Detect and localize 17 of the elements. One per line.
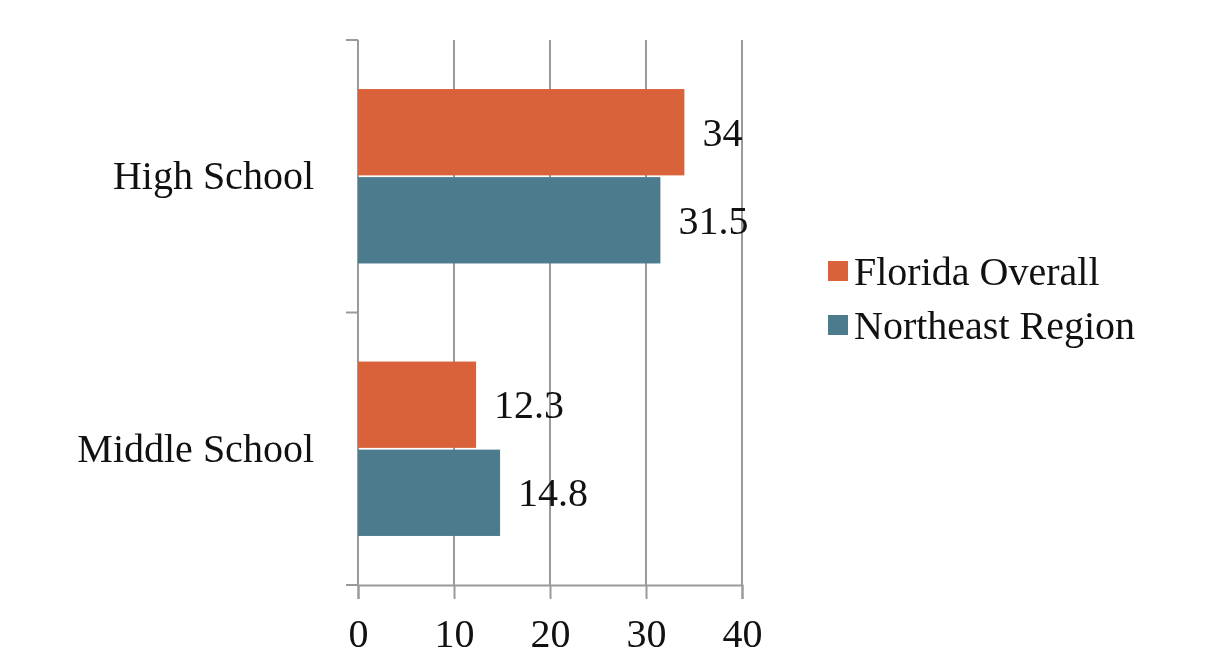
data-label: 12.3 xyxy=(494,382,565,428)
legend-label: Northeast Region xyxy=(854,302,1136,348)
bar xyxy=(358,361,477,448)
data-label: 31.5 xyxy=(678,197,749,243)
y-tick-label: Middle School xyxy=(77,425,314,471)
data-label: 14.8 xyxy=(518,470,589,516)
x-tick-label: 0 xyxy=(348,611,369,657)
x-tick-label: 20 xyxy=(530,611,571,657)
legend-label: Florida Overall xyxy=(854,248,1100,294)
bar xyxy=(358,177,661,264)
x-tick-label: 10 xyxy=(434,611,475,657)
y-tick-label: High School xyxy=(112,153,314,199)
bar xyxy=(358,449,501,536)
data-label: 34 xyxy=(702,109,743,155)
x-tick-label: 30 xyxy=(626,611,667,657)
bar xyxy=(358,89,685,176)
x-tick-label: 40 xyxy=(722,611,763,657)
